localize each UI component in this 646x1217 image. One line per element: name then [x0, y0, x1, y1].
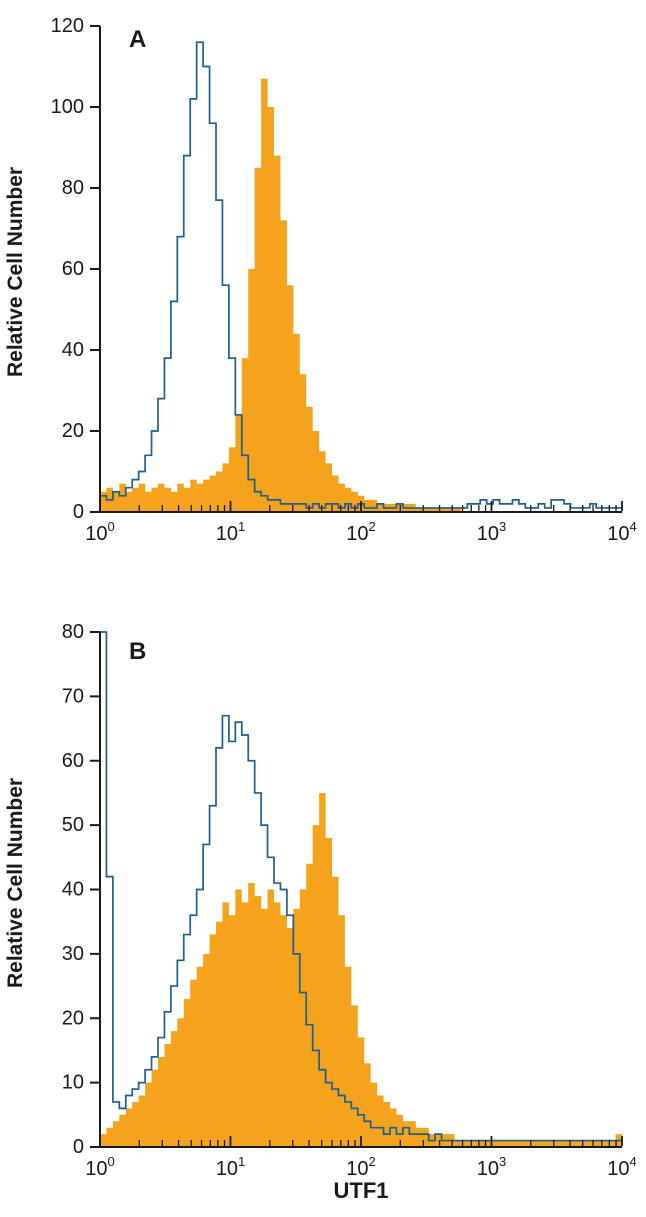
y-axis-label-panel-a: Relative Cell Number	[4, 166, 27, 378]
svg-text:101: 101	[216, 1154, 245, 1180]
x-axis-label: UTF1	[333, 1178, 389, 1203]
svg-text:60: 60	[62, 258, 84, 280]
svg-text:80: 80	[62, 177, 84, 199]
svg-text:104: 104	[607, 519, 636, 545]
svg-text:20: 20	[62, 1007, 84, 1029]
panel-label-b: B	[129, 638, 147, 665]
svg-text:101: 101	[216, 519, 245, 545]
svg-text:100: 100	[51, 96, 84, 118]
svg-text:60: 60	[62, 750, 84, 772]
svg-text:40: 40	[62, 879, 84, 901]
svg-text:20: 20	[62, 420, 84, 442]
svg-text:103: 103	[477, 519, 506, 545]
panel-b-histogram-plot: 0 10 20 30 40 50 60 70 80 100 101 102 103 104	[62, 621, 637, 1180]
svg-text:50: 50	[62, 814, 84, 836]
svg-text:0: 0	[73, 1136, 84, 1158]
svg-text:102: 102	[346, 1154, 375, 1180]
svg-text:70: 70	[62, 685, 84, 707]
svg-text:100: 100	[85, 1154, 114, 1180]
svg-text:0: 0	[73, 501, 84, 523]
panel-label-a: A	[129, 26, 147, 53]
svg-text:103: 103	[477, 1154, 506, 1180]
svg-text:10: 10	[62, 1072, 84, 1094]
svg-text:40: 40	[62, 339, 84, 361]
y-axis-label-panel-b: Relative Cell Number	[4, 777, 27, 989]
svg-text:30: 30	[62, 943, 84, 965]
svg-text:102: 102	[346, 519, 375, 545]
svg-text:104: 104	[607, 1154, 636, 1180]
svg-text:100: 100	[85, 519, 114, 545]
panel-a-histogram-plot: 0 20 40 60 80 100 120 100 101 102 103 104	[51, 15, 637, 545]
svg-text:80: 80	[62, 621, 84, 643]
svg-text:120: 120	[51, 15, 84, 37]
